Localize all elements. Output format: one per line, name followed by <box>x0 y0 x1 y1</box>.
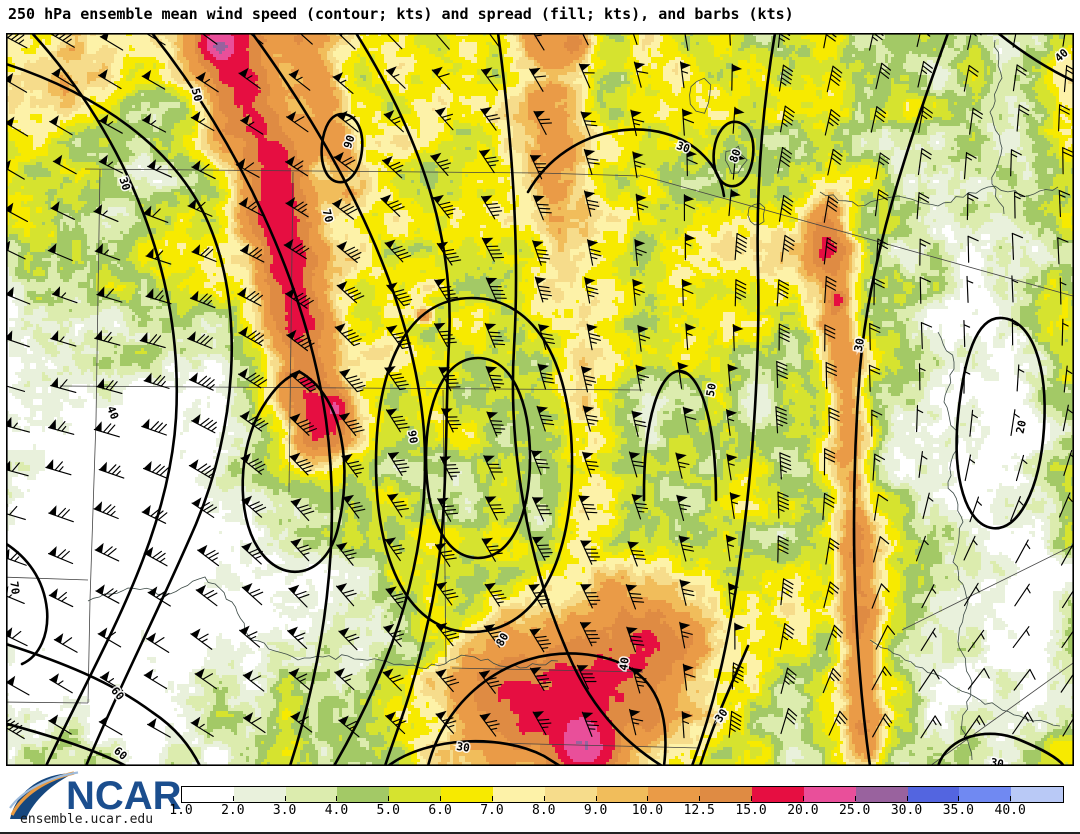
colorbar-tick <box>802 796 804 801</box>
colorbar-segment <box>233 787 286 802</box>
colorbar-tick <box>181 796 182 801</box>
colorbar-segment <box>907 787 960 802</box>
colorbar-tick <box>543 796 545 801</box>
colorbar-tick-label: 2.0 <box>221 803 245 818</box>
colorbar-segment <box>752 787 804 802</box>
ncar-logo-text: NCAR <box>66 774 182 818</box>
colorbar-tick-label: 20.0 <box>787 803 819 818</box>
colorbar-tick-label: 15.0 <box>735 803 767 818</box>
colorbar-segment <box>389 787 442 802</box>
colorbar-tick-label: 30.0 <box>890 803 923 818</box>
weather-map-canvas <box>6 33 1074 766</box>
colorbar-tick <box>440 796 442 801</box>
colorbar-tick <box>906 796 908 801</box>
colorbar-tick <box>388 796 390 801</box>
colorbar-tick-label: 10.0 <box>631 803 664 818</box>
colorbar-tick <box>284 796 286 801</box>
colorbar-tick-label: 7.0 <box>480 803 504 818</box>
colorbar-segment <box>1011 787 1064 802</box>
colorbar-segment <box>648 787 701 802</box>
colorbar-tick <box>699 796 701 801</box>
colorbar-tick-label: 12.5 <box>683 803 715 818</box>
colorbar-tick <box>491 796 493 801</box>
colorbar-segment <box>959 787 1012 802</box>
ncar-logo: NCAR <box>9 771 182 819</box>
colorbar-segment <box>855 787 908 802</box>
colorbar-tick-label: 9.0 <box>583 803 608 818</box>
colorbar-tick <box>751 796 753 801</box>
colorbar-tick <box>336 796 338 801</box>
colorbar-segment <box>596 787 649 802</box>
colorbar-segment <box>544 787 597 802</box>
colorbar-tick-label: 35.0 <box>942 803 974 818</box>
colorbar-tick-label: 8.0 <box>532 803 556 818</box>
colorbar-tick-label: 25.0 <box>839 803 871 818</box>
ncar-logo-swoosh <box>10 773 74 819</box>
colorbar-tick-label: 4.0 <box>324 803 349 818</box>
colorbar-tick-label: 3.0 <box>272 803 297 818</box>
page-title: 250 hPa ensemble mean wind speed (contou… <box>8 5 794 23</box>
colorbar-segment <box>803 787 856 802</box>
colorbar-segment <box>337 787 390 802</box>
colorbar-tick <box>232 796 234 801</box>
colorbar-tick-label: 5.0 <box>376 803 401 818</box>
colorbar-tick <box>854 796 856 801</box>
colorbar-tick-label: 40.0 <box>994 803 1026 818</box>
colorbar-tick <box>958 796 960 801</box>
spread-colorbar <box>181 786 1064 803</box>
site-url: ensemble.ucar.edu <box>20 812 154 827</box>
colorbar-segment <box>182 787 234 802</box>
colorbar-segment <box>441 787 493 802</box>
colorbar-tick <box>647 796 649 801</box>
colorbar-segment <box>700 787 753 802</box>
footer: NCAR ensemble.ucar.edu 1.0 2.0 3.0 4.0 5.0 6.… <box>0 766 1080 834</box>
colorbar-segment <box>285 787 338 802</box>
colorbar-tick <box>595 796 597 801</box>
colorbar-segment <box>492 787 545 802</box>
window-bottom-edge <box>0 832 1080 834</box>
colorbar-tick-label: 6.0 <box>428 803 452 818</box>
colorbar-tick-label: 1.0 <box>169 803 193 818</box>
colorbar-tick <box>1010 796 1012 801</box>
